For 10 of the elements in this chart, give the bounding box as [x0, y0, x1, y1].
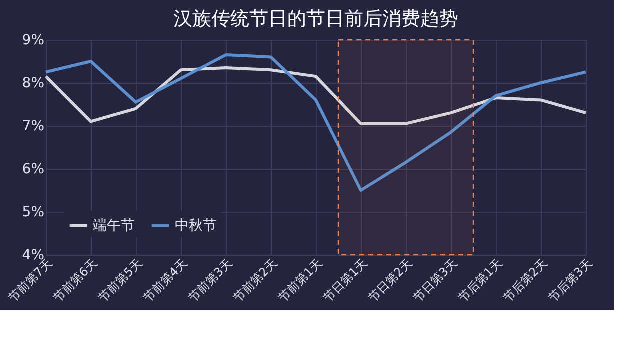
y-tick-label: 5% [22, 204, 44, 220]
legend-label: 端午节 [93, 218, 135, 234]
chart-title: 汉族传统节日的节日前后消费趋势 [174, 8, 458, 30]
y-tick-label: 6% [22, 162, 44, 178]
line-series [44, 54, 588, 192]
line-series [44, 66, 588, 126]
y-tick-label: 9% [22, 32, 44, 48]
legend-label: 中秋节 [175, 218, 217, 234]
y-tick-label: 8% [22, 76, 44, 92]
y-tick-label: 7% [22, 118, 44, 134]
